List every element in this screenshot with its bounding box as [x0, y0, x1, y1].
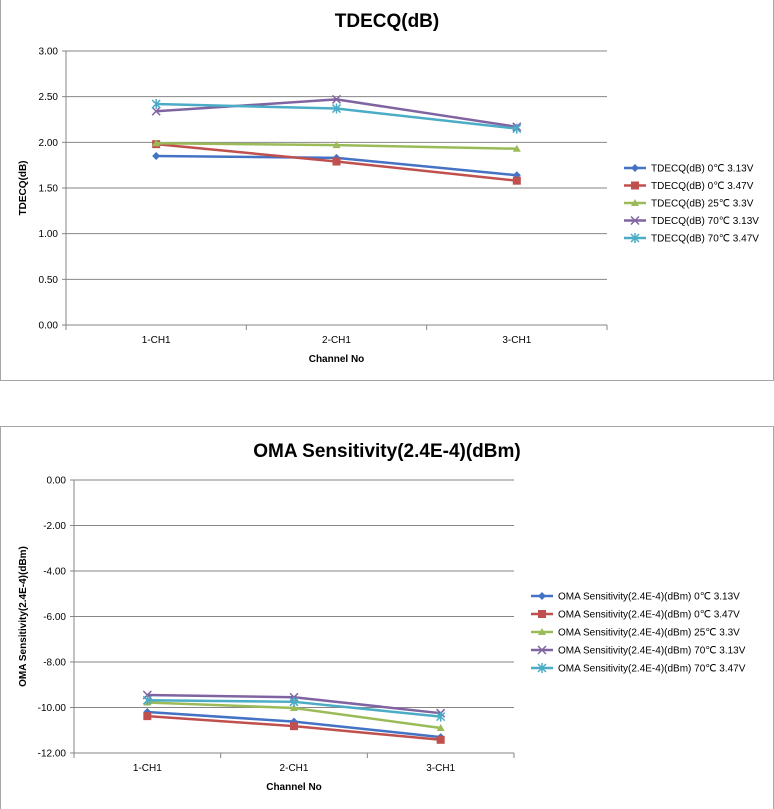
- tdecq-chart: TDECQ(dB) 0.00 0.50 1.00 1.50 2.00 2.50 3.00 1-C…: [18, 11, 759, 365]
- oma-y-tick-label: -8.00: [43, 658, 66, 669]
- tdecq-data-point: [151, 98, 161, 109]
- tdecq-series-4: [151, 98, 522, 134]
- oma-legend-entry: OMA Sensitivity(2.4E-4)(dBm) 70℃ 3.13V: [531, 645, 746, 657]
- oma-x-tick-label: 3-CH1: [426, 763, 455, 774]
- tdecq-data-point: [152, 152, 161, 161]
- oma-legend-entry: OMA Sensitivity(2.4E-4)(dBm) 70℃ 3.47V: [531, 663, 746, 675]
- oma-legend-entry: OMA Sensitivity(2.4E-4)(dBm) 0℃ 3.13V: [531, 592, 740, 603]
- oma-data-point: [290, 722, 298, 731]
- oma-legend-label: OMA Sensitivity(2.4E-4)(dBm) 70℃ 3.13V: [558, 646, 746, 657]
- tdecq-legend-entry: TDECQ(dB) 0℃ 3.47V: [624, 181, 754, 192]
- tdecq-data-point: [512, 123, 522, 134]
- tdecq-y-tick-label: 0.00: [39, 321, 59, 332]
- tdecq-series-3: [151, 94, 522, 132]
- oma-y-tick-label: -6.00: [43, 612, 66, 623]
- oma-legend-marker: [538, 592, 546, 600]
- tdecq-data-point: [332, 157, 341, 166]
- tdecq-x-tick-label: 1-CH1: [142, 335, 171, 346]
- oma-legend-marker: [538, 610, 546, 618]
- oma-y-axis-label: OMA Sensitivity(2.4E-4)(dBm): [18, 546, 29, 687]
- tdecq-legend-marker: [631, 181, 639, 190]
- oma-x-axis-label: Channel No: [266, 782, 322, 793]
- tdecq-y-tick-label: 2.00: [39, 138, 59, 149]
- oma-x-tick-label: 2-CH1: [280, 763, 309, 774]
- tdecq-legend-marker: [630, 233, 640, 243]
- oma-sensitivity-chart: OMA Sensitivity(2.4E-4)(dBm) -12.00 -10.00…: [18, 441, 746, 793]
- tdecq-legend-label: TDECQ(dB) 0℃ 3.13V: [651, 164, 754, 175]
- oma-data-point: [290, 703, 298, 711]
- oma-legend-entry: OMA Sensitivity(2.4E-4)(dBm) 0℃ 3.47V: [531, 610, 740, 621]
- oma-legend-marker: [537, 663, 547, 673]
- tdecq-data-point: [331, 103, 342, 114]
- tdecq-legend-label: TDECQ(dB) 70℃ 3.47V: [651, 234, 759, 245]
- tdecq-legend-entry: TDECQ(dB) 70℃ 3.13V: [624, 215, 759, 227]
- oma-x-tick-label: 1-CH1: [133, 763, 162, 774]
- tdecq-y-tick-label: 1.50: [39, 184, 59, 195]
- tdecq-chart-frame: [0, 0, 774, 381]
- oma-data-point: [436, 735, 445, 744]
- tdecq-x-tick-label: 2-CH1: [322, 335, 351, 346]
- tdecq-legend-label: TDECQ(dB) 0℃ 3.47V: [651, 181, 754, 192]
- oma-data-point: [436, 711, 446, 722]
- oma-y-tick-label: -12.00: [38, 749, 67, 760]
- tdecq-data-point: [152, 139, 161, 147]
- oma-y-tick-label: -4.00: [43, 567, 66, 578]
- oma-y-tick-label: 0.00: [47, 476, 67, 487]
- tdecq-data-point: [151, 106, 161, 116]
- oma-legend-marker: [537, 645, 547, 655]
- oma-legend-entry: OMA Sensitivity(2.4E-4)(dBm) 25℃ 3.3V: [531, 628, 740, 639]
- oma-legend-label: OMA Sensitivity(2.4E-4)(dBm) 70℃ 3.47V: [558, 664, 746, 675]
- oma-series-1: [143, 712, 445, 744]
- tdecq-legend-marker: [631, 164, 639, 172]
- tdecq-y-tick-label: 1.00: [39, 229, 59, 240]
- tdecq-y-axis-label: TDECQ(dB): [18, 161, 29, 216]
- oma-data-point: [143, 712, 152, 721]
- tdecq-legend-entry: TDECQ(dB) 0℃ 3.13V: [624, 164, 754, 175]
- tdecq-y-tick-label: 3.00: [39, 47, 59, 58]
- tdecq-legend-marker: [630, 215, 640, 226]
- oma-y-tick-label: -10.00: [38, 703, 67, 714]
- tdecq-legend-label: TDECQ(dB) 25℃ 3.3V: [651, 199, 754, 210]
- oma-series-4: [142, 695, 446, 722]
- oma-legend-label: OMA Sensitivity(2.4E-4)(dBm) 0℃ 3.47V: [558, 610, 740, 621]
- oma-data-point: [142, 695, 152, 706]
- tdecq-y-tick-label: 2.50: [39, 92, 59, 103]
- tdecq-data-point: [512, 176, 521, 185]
- oma-legend-marker: [538, 628, 546, 635]
- oma-legend-label: OMA Sensitivity(2.4E-4)(dBm) 25℃ 3.3V: [558, 628, 740, 639]
- tdecq-x-tick-label: 3-CH1: [502, 335, 531, 346]
- tdecq-legend-entry: TDECQ(dB) 25℃ 3.3V: [624, 199, 754, 210]
- tdecq-legend-marker: [631, 199, 639, 206]
- oma-legend-label: OMA Sensitivity(2.4E-4)(dBm) 0℃ 3.13V: [558, 592, 740, 603]
- oma-data-point: [289, 696, 299, 707]
- tdecq-chart-title: TDECQ(dB): [335, 11, 439, 32]
- tdecq-y-tick-label: 0.50: [39, 275, 59, 286]
- tdecq-legend-label: TDECQ(dB) 70℃ 3.13V: [651, 216, 759, 227]
- tdecq-x-axis-label: Channel No: [309, 354, 365, 365]
- tdecq-data-point: [331, 94, 342, 104]
- oma-data-point: [436, 723, 445, 731]
- tdecq-data-point: [512, 144, 521, 152]
- oma-chart-frame: [0, 426, 774, 809]
- oma-y-tick-label: -2.00: [43, 521, 66, 532]
- tdecq-legend-entry: TDECQ(dB) 70℃ 3.47V: [624, 233, 759, 245]
- tdecq-data-point: [332, 141, 341, 149]
- oma-chart-title: OMA Sensitivity(2.4E-4)(dBm): [253, 441, 520, 462]
- tdecq-series-2: [152, 139, 521, 152]
